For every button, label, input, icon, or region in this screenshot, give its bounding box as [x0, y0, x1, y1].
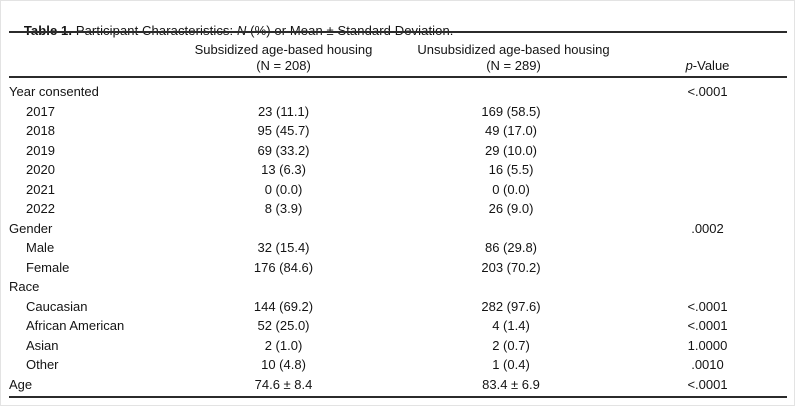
row-label: African American	[26, 318, 125, 334]
subsidized-value: 144 (69.2)	[253, 298, 314, 314]
table-row: 2019 69 (33.2) 29 (10.0)	[9, 141, 787, 161]
unsubsidized-value: 203 (70.2)	[481, 259, 541, 275]
row-label: 2020	[26, 162, 55, 178]
row-label: Other	[26, 357, 59, 373]
row-label: 2018	[26, 123, 55, 139]
unsubsidized-value: 1 (0.4)	[492, 357, 530, 373]
p-value: <.0001	[687, 376, 728, 392]
row-label: Race	[9, 279, 40, 295]
table-title-n: N	[237, 23, 247, 38]
unsubsidized-value: 86 (29.8)	[484, 240, 538, 256]
column-header-unsubsidized-n: (N = 289)	[486, 58, 541, 73]
bottom-rule	[9, 396, 787, 398]
row-label: Asian	[26, 337, 59, 353]
table-row: Female 176 (84.6) 203 (70.2)	[9, 258, 787, 278]
table-row: 2021 0 (0.0) 0 (0.0)	[9, 180, 787, 200]
table-title-rest: (%) or Mean ± Standard Deviation.	[246, 23, 453, 38]
table-title: Table 1. Participant Characteristics: N …	[9, 8, 454, 53]
unsubsidized-value: 16 (5.5)	[488, 162, 534, 178]
subsidized-value: 69 (33.2)	[257, 142, 310, 158]
table-row: Age 74.6 ± 8.4 83.4 ± 6.9 <.0001	[9, 375, 787, 395]
table-row: Asian 2 (1.0) 2 (0.7) 1.0000	[9, 336, 787, 356]
table-row: 2017 23 (11.1) 169 (58.5)	[9, 102, 787, 122]
column-header-unsubsidized: Unsubsidized age-based housing (N = 289)	[391, 42, 636, 74]
unsubsidized-value: 49 (17.0)	[484, 123, 538, 139]
subsidized-value: 32 (15.4)	[257, 240, 310, 256]
p-value: <.0001	[687, 318, 728, 334]
row-label: Year consented	[9, 84, 99, 100]
table-row: 2022 8 (3.9) 26 (9.0)	[9, 199, 787, 219]
subsidized-value: 23 (11.1)	[257, 103, 310, 119]
table-row: Other 10 (4.8) 1 (0.4) .0010	[9, 355, 787, 375]
table-row: 2018 95 (45.7) 49 (17.0)	[9, 121, 787, 141]
subsidized-value: 52 (25.0)	[257, 318, 310, 334]
unsubsidized-value: 29 (10.0)	[484, 142, 538, 158]
unsubsidized-value: 4 (1.4)	[492, 318, 530, 334]
column-header-unsubsidized-line1: Unsubsidized age-based housing	[417, 42, 610, 57]
row-label: 2017	[26, 103, 55, 119]
table-row: Race	[9, 277, 787, 297]
column-header-p-value: p-Value	[636, 58, 779, 74]
header-rule	[9, 76, 787, 78]
p-value-header-rest: -Value	[692, 58, 730, 73]
row-label: Gender	[9, 220, 53, 236]
table-number: Table 1.	[24, 23, 72, 38]
p-value: .0002	[691, 220, 724, 236]
unsubsidized-value: 282 (97.6)	[481, 298, 541, 314]
row-label: Caucasian	[26, 298, 88, 314]
column-header-subsidized-n: (N = 208)	[256, 58, 311, 73]
subsidized-value: 8 (3.9)	[264, 201, 303, 217]
p-value: <.0001	[687, 298, 728, 314]
top-rule	[9, 31, 787, 33]
table-row: Year consented <.0001	[9, 82, 787, 102]
table-row: Male 32 (15.4) 86 (29.8)	[9, 238, 787, 258]
p-value-header-p: p	[685, 58, 693, 73]
subsidized-value: 13 (6.3)	[261, 162, 306, 178]
subsidized-value: 74.6 ± 8.4	[254, 376, 313, 392]
table-row: African American 52 (25.0) 4 (1.4) <.0001	[9, 316, 787, 336]
unsubsidized-value: 83.4 ± 6.9	[482, 376, 540, 392]
row-label: Male	[26, 240, 55, 256]
table-row: 2020 13 (6.3) 16 (5.5)	[9, 160, 787, 180]
row-label: 2022	[26, 201, 55, 217]
unsubsidized-value: 0 (0.0)	[492, 181, 530, 197]
p-value: <.0001	[687, 84, 728, 100]
row-label: 2019	[26, 142, 55, 158]
row-label: Age	[9, 376, 33, 392]
column-header-subsidized-line1: Subsidized age-based housing	[194, 42, 373, 57]
unsubsidized-value: 26 (9.0)	[488, 201, 534, 217]
table-row: Caucasian 144 (69.2) 282 (97.6) <.0001	[9, 297, 787, 317]
subsidized-value: 0 (0.0)	[264, 181, 303, 197]
subsidized-value: 176 (84.6)	[253, 259, 314, 275]
p-value: .0010	[691, 357, 724, 373]
p-value: 1.0000	[687, 337, 728, 353]
unsubsidized-value: 2 (0.7)	[492, 337, 530, 353]
table-body: Year consented <.0001 2017 23 (11.1) 169 (58…	[9, 82, 787, 394]
unsubsidized-value: 169 (58.5)	[481, 103, 541, 119]
table-title-text: Participant Characteristics:	[72, 23, 237, 38]
subsidized-value: 2 (1.0)	[264, 337, 303, 353]
row-label: 2021	[26, 181, 55, 197]
subsidized-value: 10 (4.8)	[261, 357, 306, 373]
subsidized-value: 95 (45.7)	[257, 123, 310, 139]
column-header-subsidized: Subsidized age-based housing (N = 208)	[181, 42, 386, 74]
row-label: Female	[26, 259, 70, 275]
table-row: Gender .0002	[9, 219, 787, 239]
